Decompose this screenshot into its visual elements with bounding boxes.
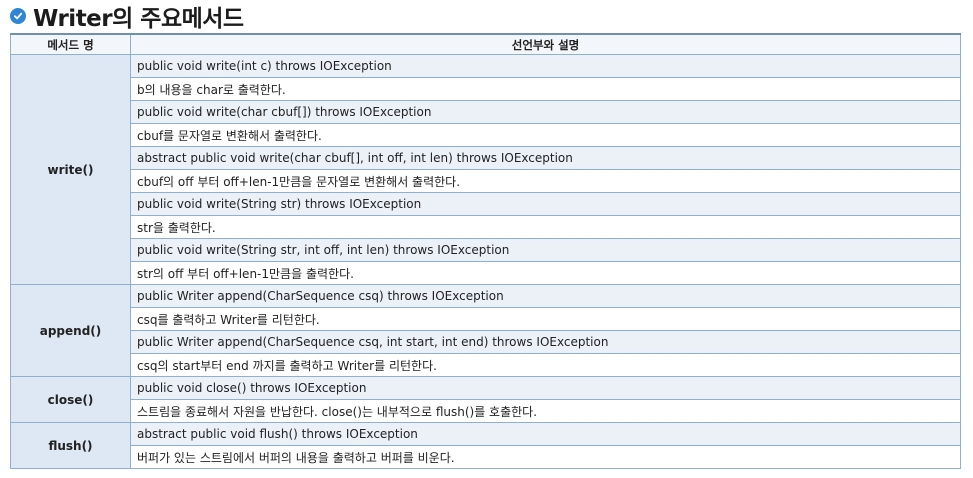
table-row: csq의 start부터 end 까지를 출력하고 Writer를 리턴한다. (11, 353, 961, 377)
method-signature: public Writer append(CharSequence csq, i… (130, 330, 961, 354)
table-row: 스트림을 종료해서 자원을 반납한다. close()는 내부적으로 flush… (11, 399, 961, 423)
method-signature: abstract public void write(char cbuf[], … (130, 146, 961, 170)
method-name: write() (10, 54, 131, 285)
method-signature: public void close() throws IOException (130, 376, 961, 400)
method-description: cbuf를 문자열로 변환해서 출력한다. (130, 123, 961, 147)
table-row: flush() abstract public void flush() thr… (10, 422, 961, 469)
table-row: close() public void close() throws IOExc… (10, 376, 961, 423)
table-row: public Writer append(CharSequence csq, i… (11, 330, 961, 354)
table-row: public void write(String str, int off, i… (11, 238, 961, 262)
table-row: csq를 출력하고 Writer를 리턴한다. (11, 307, 961, 331)
table-row: b의 내용을 char로 출력한다. (11, 77, 961, 101)
method-description: 버퍼가 있는 스트림에서 버퍼의 내용을 출력하고 버퍼를 비운다. (130, 445, 961, 469)
method-description: str을 출력한다. (130, 215, 961, 239)
method-description: cbuf의 off 부터 off+len-1만큼을 문자열로 변환해서 출력한다… (130, 169, 961, 193)
page-title: Writer의 주요메서드 (33, 6, 244, 32)
method-description: b의 내용을 char로 출력한다. (130, 77, 961, 101)
method-description: csq의 start부터 end 까지를 출력하고 Writer를 리턴한다. (130, 353, 961, 377)
method-column-header: 메서드 명 (10, 33, 131, 55)
table-row: append() public Writer append(CharSequen… (10, 284, 961, 377)
check-circle-icon (10, 8, 26, 24)
table-row: str을 출력한다. (11, 215, 961, 239)
table-row: abstract public void write(char cbuf[], … (11, 146, 961, 170)
method-description: csq를 출력하고 Writer를 리턴한다. (130, 307, 961, 331)
table-row: 버퍼가 있는 스트림에서 버퍼의 내용을 출력하고 버퍼를 비운다. (11, 445, 961, 469)
method-signature: public void write(String str, int off, i… (130, 238, 961, 262)
method-name: close() (10, 376, 131, 423)
method-signature: public void write(int c) throws IOExcept… (130, 54, 961, 78)
table-row: write() public void write(int c) throws … (10, 54, 961, 285)
method-signature: public void write(String str) throws IOE… (130, 192, 961, 216)
method-signature: abstract public void flush() throws IOEx… (130, 422, 961, 446)
method-signature: public void write(char cbuf[]) throws IO… (130, 100, 961, 124)
method-name: flush() (10, 422, 131, 469)
table-row: str의 off 부터 off+len-1만큼을 출력한다. (11, 261, 961, 285)
table-row: cbuf의 off 부터 off+len-1만큼을 문자열로 변환해서 출력한다… (11, 169, 961, 193)
title-row: Writer의 주요메서드 (10, 1, 244, 32)
method-description: 스트림을 종료해서 자원을 반납한다. close()는 내부적으로 flush… (130, 399, 961, 423)
table-header-row: 메서드 명 선언부와 설명 (10, 33, 961, 55)
methods-table: 메서드 명 선언부와 설명 write() public void write(… (10, 33, 961, 469)
table-row: public void write(String str) throws IOE… (11, 192, 961, 216)
method-description: str의 off 부터 off+len-1만큼을 출력한다. (130, 261, 961, 285)
method-signature: public Writer append(CharSequence csq) t… (130, 284, 961, 308)
description-column-header: 선언부와 설명 (130, 33, 961, 55)
method-name: append() (10, 284, 131, 377)
table-row: cbuf를 문자열로 변환해서 출력한다. (11, 123, 961, 147)
table-row: public void write(char cbuf[]) throws IO… (11, 100, 961, 124)
